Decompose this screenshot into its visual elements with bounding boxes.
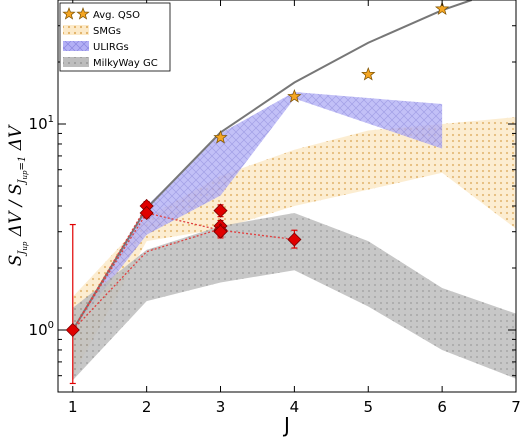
dotted-line-0 xyxy=(72,212,295,331)
points-layer xyxy=(65,1,450,385)
data-diamond-point xyxy=(213,203,228,218)
qso-star-point xyxy=(213,129,228,144)
qso-star-point xyxy=(287,88,302,103)
legend-star-icon xyxy=(76,6,90,20)
legend-swatch xyxy=(63,57,89,67)
x-tick-label: 3 xyxy=(216,398,226,416)
plot-frame xyxy=(57,0,517,393)
x-tick-label: 1 xyxy=(68,398,78,416)
legend-swatch xyxy=(63,25,89,35)
data-diamond-point xyxy=(287,232,302,247)
y-tick-label: 101 xyxy=(29,114,54,133)
legend-label: ULIRGs xyxy=(93,42,129,53)
y-tick-label: 100 xyxy=(29,320,54,339)
band-smgs xyxy=(72,117,516,376)
data-diamond-point xyxy=(65,322,80,338)
legend: Avg. QSO SMGs ULIRGs MilkyWay GC xyxy=(59,2,171,72)
x-tick-label: 5 xyxy=(363,398,373,416)
qso-star-point xyxy=(361,66,376,81)
legend-label: Avg. QSO xyxy=(93,10,140,21)
legend-label: MilkyWay GC xyxy=(93,58,158,69)
data-diamond-point xyxy=(213,224,228,239)
qso-star-point xyxy=(434,1,450,16)
x-axis-title: J xyxy=(282,413,290,437)
y-axis-title: SJup ΔV / SJup=1 ΔV xyxy=(6,124,29,266)
x-tick-label: 4 xyxy=(290,398,300,416)
y-axis-title-group: SJup ΔV / SJup=1 ΔV xyxy=(6,124,29,266)
data-diamond-point xyxy=(139,205,154,221)
legend-swatch xyxy=(63,41,89,51)
dotted-line-2 xyxy=(72,205,148,331)
legend-star-icon xyxy=(62,6,76,20)
band-milkyway-gc xyxy=(72,212,516,381)
x-tick-label: 6 xyxy=(437,398,447,416)
x-tick-label: 2 xyxy=(142,398,152,416)
legend-label: SMGs xyxy=(93,26,121,37)
x-tick-label: 7 xyxy=(511,398,520,416)
